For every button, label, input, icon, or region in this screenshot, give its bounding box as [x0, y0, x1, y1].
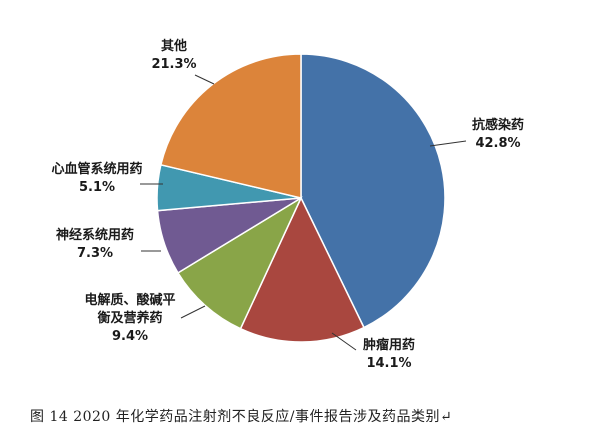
slice-label-line: 抗感染药: [472, 117, 524, 133]
slice-value-label: 42.8%: [475, 136, 520, 151]
slice-label-line: 衡及营养药: [97, 310, 162, 326]
slice-value-label: 5.1%: [79, 180, 115, 195]
slice-value-label: 21.3%: [151, 57, 196, 72]
leader-line: [331, 332, 357, 351]
figure-caption: 图 14 2020 年化学药品注射剂不良反应/事件报告涉及药品类别↵: [30, 409, 453, 425]
pie-slice: [239, 196, 365, 343]
slice-label-line: 其他: [161, 38, 187, 54]
slice-label: 肿瘤用药 14.1%: [363, 337, 415, 371]
slice-label-line: 心血管系统用药: [51, 161, 142, 177]
slice-value-label: 14.1%: [366, 356, 411, 371]
pie-slice: [176, 196, 303, 330]
slice-label-line: 肿瘤用药: [363, 337, 415, 353]
slice-label: 其他 21.3%: [151, 38, 196, 72]
pie-slice: [159, 53, 302, 199]
leader-line: [429, 140, 467, 147]
slice-value-label: 9.4%: [112, 329, 148, 344]
slice-label-line: 电解质、酸碱平: [84, 292, 175, 308]
slice-label: 抗感染药 42.8%: [472, 117, 524, 151]
slice-value-label: 7.3%: [77, 246, 113, 261]
slice-label: 心血管系统用药 5.1%: [51, 161, 142, 195]
leader-line: [180, 305, 206, 319]
pie-chart: 抗感染药 42.8% 肿瘤用药 14.1% 电解质、酸碱平衡及营养药 9.4% 神经系统用药…: [51, 38, 524, 371]
slice-label-line: 神经系统用药: [56, 227, 134, 243]
slice-label: 神经系统用药 7.3%: [56, 227, 134, 261]
slice-label: 电解质、酸碱平衡及营养药 9.4%: [84, 292, 175, 344]
pie-slice: [300, 53, 446, 329]
leader-line: [194, 74, 215, 85]
